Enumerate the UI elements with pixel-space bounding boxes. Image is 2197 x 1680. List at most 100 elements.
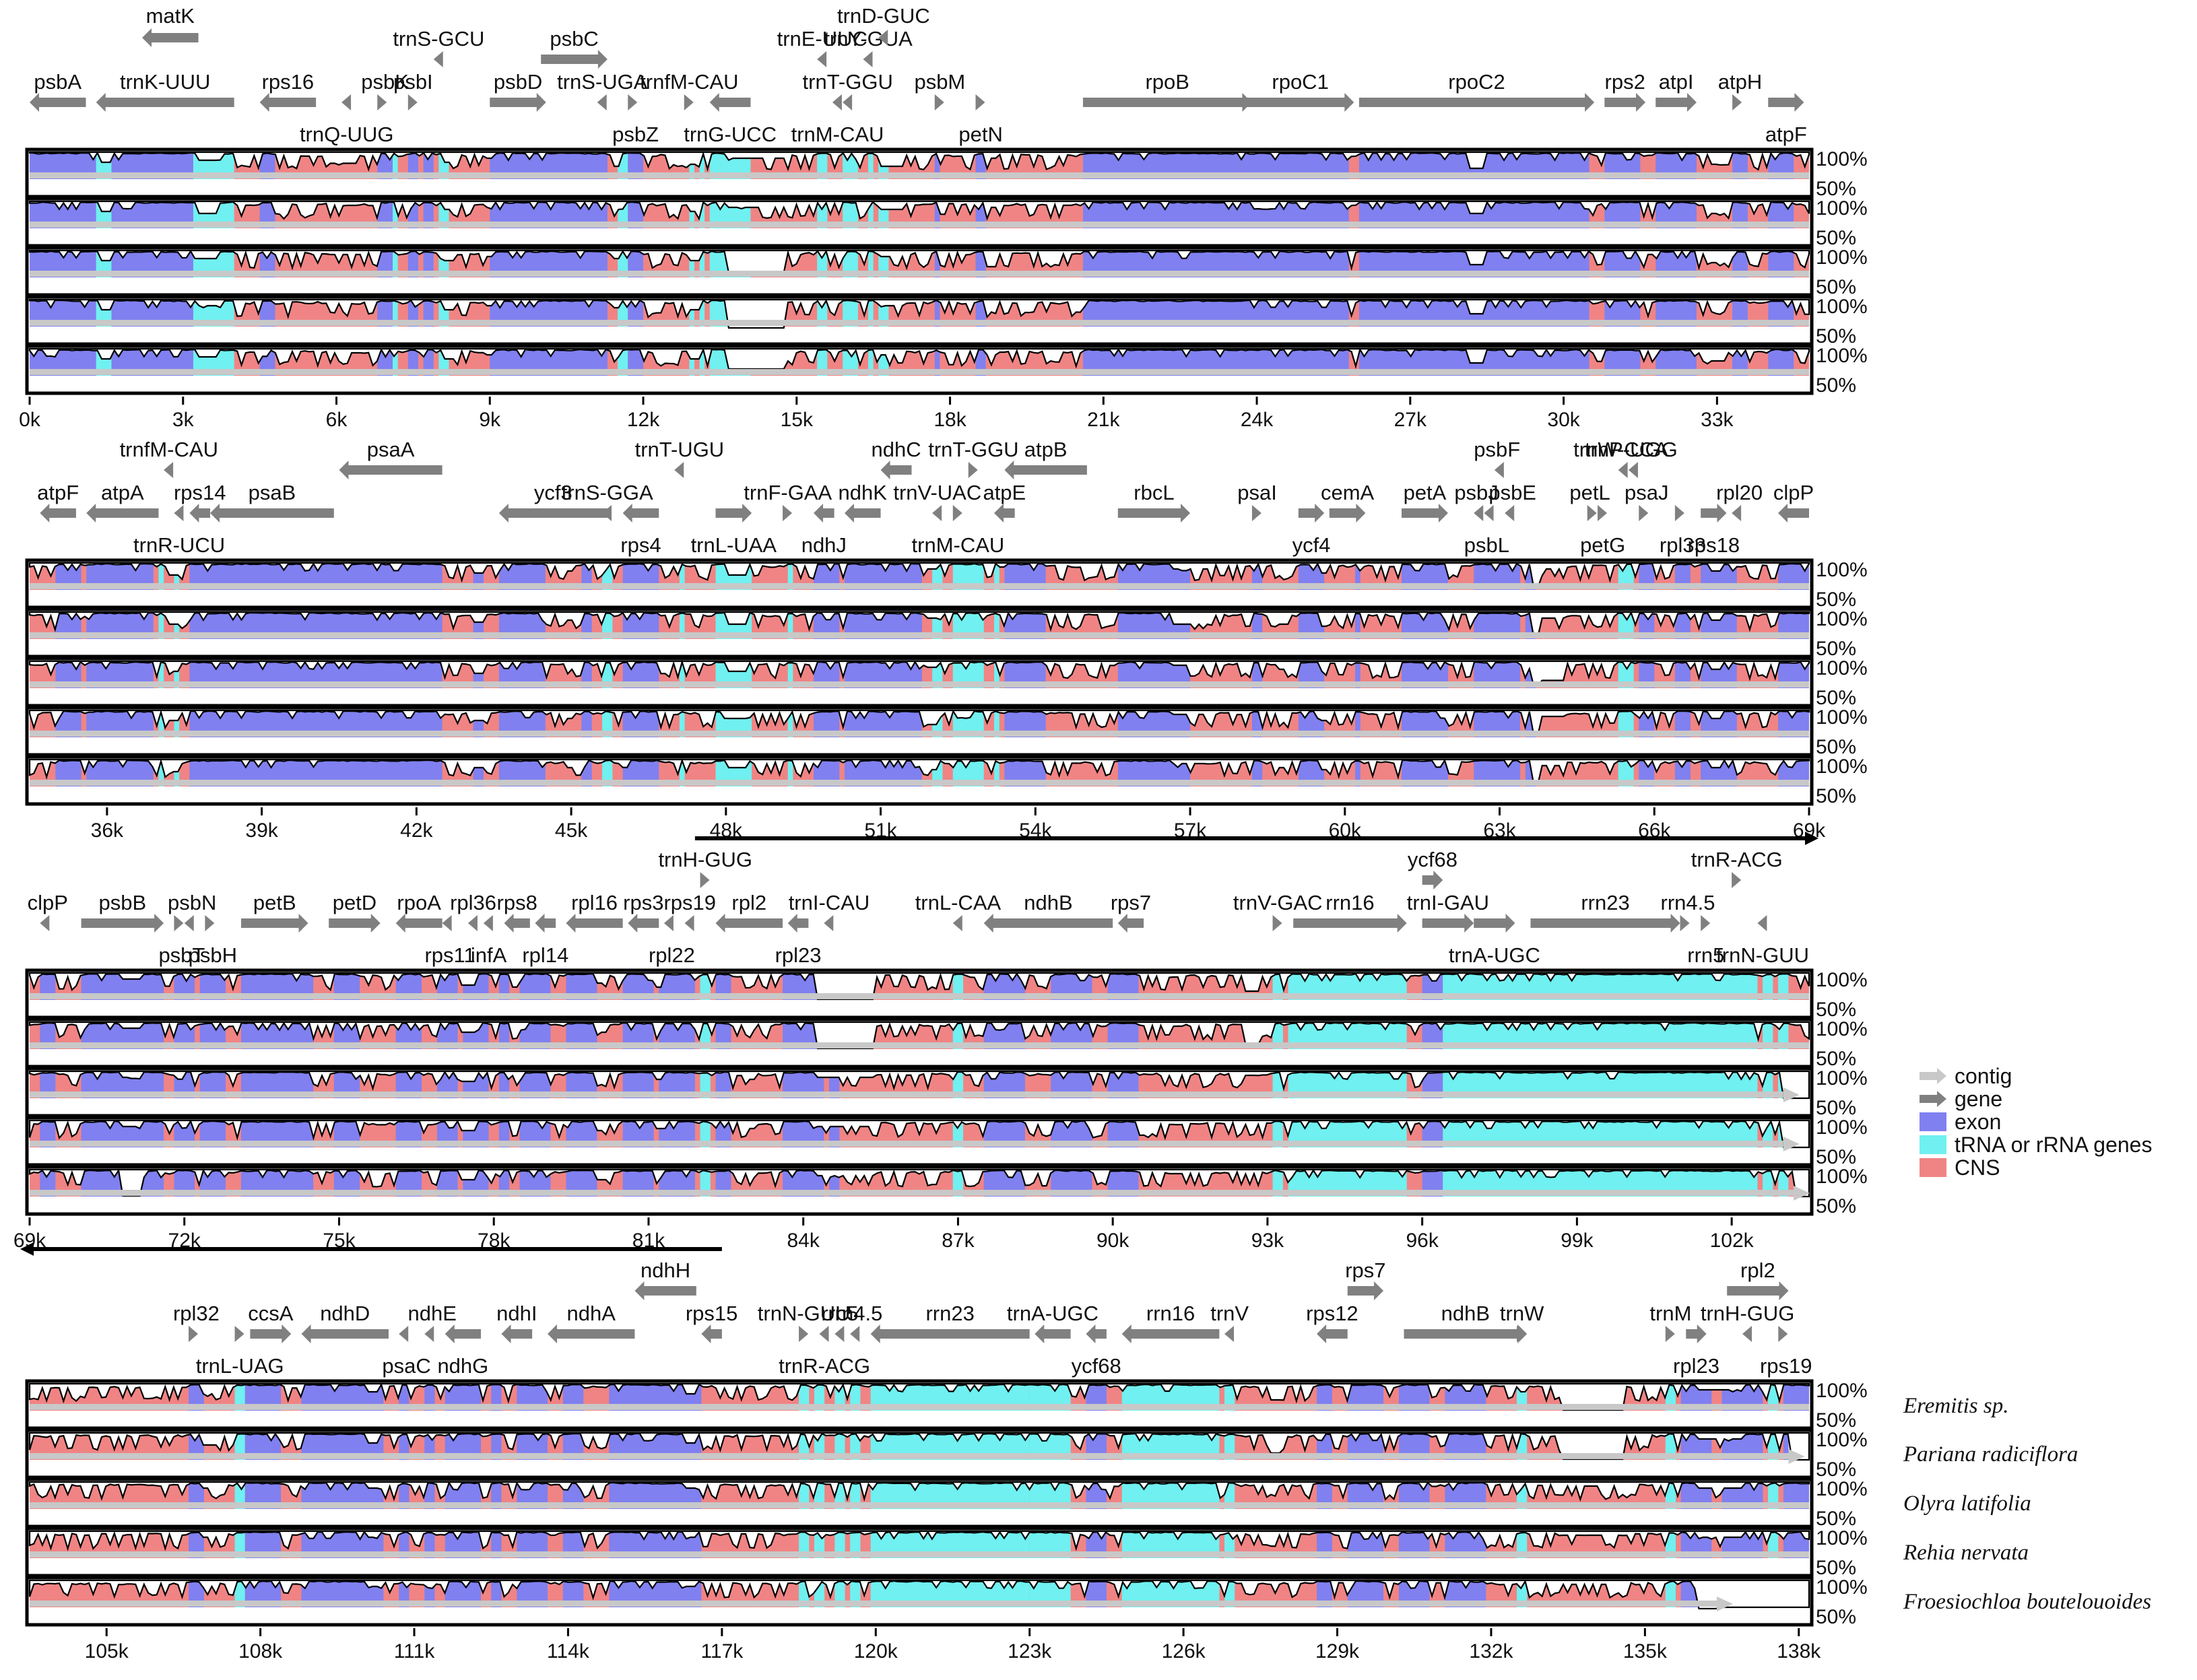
gene-arrow (174, 915, 184, 931)
gene-petB: petB (240, 891, 308, 933)
gene-label: petD (333, 891, 376, 914)
gene-arrow (407, 94, 418, 110)
trna-region (699, 152, 705, 179)
gene-label: ycf4 (1292, 533, 1331, 557)
species-labels: Eremitis sp. Pariana radiciflora Olyra lat… (1903, 1394, 2151, 1614)
trna-region (868, 250, 874, 277)
trna-region (689, 152, 694, 179)
contig-bar (30, 172, 1809, 178)
gene-label: petA (1404, 481, 1447, 504)
contig-bar (30, 1141, 1783, 1147)
gene-label: rps19 (1760, 1354, 1812, 1378)
gene-arrow (983, 914, 1113, 933)
gene-atpA: atpA (86, 481, 159, 523)
gene-trnL-UAG: trnL-UAG (196, 1326, 284, 1378)
gene-trnS-UGA: trnS-UGA (557, 70, 648, 110)
gene-arrow (377, 94, 387, 110)
row-frame (25, 147, 1814, 199)
gene-arrow (1628, 462, 1638, 478)
gene-arrow (142, 28, 199, 47)
gene-trnK-UUU: trnK-UUU (96, 70, 234, 112)
gene-trnfM-CAU: trnfM-CAU (640, 70, 739, 110)
gene-label: ndhH (641, 1258, 690, 1282)
gene-arrow (880, 461, 912, 479)
gene-label: petB (253, 891, 296, 914)
contig-bar (30, 993, 1809, 999)
x-tick-label: 120k (854, 1640, 898, 1662)
gene-trnR-UCU: trnR-UCU (133, 505, 225, 557)
gene-label: rpl16 (571, 891, 618, 914)
gene-psbL: psbL (1464, 505, 1509, 557)
row-frame (25, 706, 1814, 757)
gene-label: rps7 (1111, 891, 1151, 914)
row-frame (25, 1379, 1814, 1430)
gene-label: trnH-GUG (658, 848, 752, 871)
gene-label: rps11 (424, 943, 475, 967)
trna-region (699, 349, 705, 376)
pct-100-label: 100% (1816, 1380, 1868, 1402)
row-frame (25, 968, 1814, 1019)
contig-arrow (1716, 1597, 1733, 1611)
gene-rpl36: rpl36 (450, 891, 496, 931)
x-tick-label: 39k (245, 819, 278, 842)
gene-arrow (628, 94, 638, 110)
gene-label: atpA (101, 481, 144, 504)
gene-label: atpH (1718, 70, 1762, 94)
row-3: 100% 50% (25, 657, 1868, 709)
gene-label: ndhD (320, 1302, 370, 1325)
gene-rps2: rps2 (1604, 70, 1646, 112)
species-label: Pariana radiciflora (1903, 1442, 2078, 1467)
legend-item-cns: CNS (1920, 1155, 2000, 1180)
gene-arrow (1494, 462, 1504, 478)
x-tick-label: 102k (1710, 1230, 1755, 1252)
gene-arrow (1598, 505, 1608, 521)
pct-50-label: 50% (1816, 1195, 1856, 1217)
contig-bar (30, 369, 1809, 375)
legend-arrow-icon (1920, 1091, 1946, 1107)
gene-arrow (1358, 93, 1595, 112)
trna-region (679, 563, 685, 590)
gene-arrow (1655, 93, 1697, 112)
x-tick-label: 0k (19, 409, 41, 431)
gene-label: rpl14 (522, 943, 568, 967)
gene-label: trnS-GGA (562, 481, 653, 504)
gene-ndhJ: ndhJ (801, 504, 847, 557)
exon-region (934, 201, 940, 228)
gene-label: trnI-CAU (789, 891, 870, 914)
pct-50-label: 50% (1816, 736, 1856, 758)
gene-arrow (1732, 94, 1742, 110)
gene-arrow (259, 93, 317, 112)
gene-arrow (1086, 1324, 1107, 1343)
gene-arrow (1674, 505, 1684, 521)
gene-label: atpI (1659, 70, 1694, 94)
row-5: 100% 50% (25, 1165, 1868, 1217)
x-tick-label: 9k (479, 409, 501, 431)
row-frame (25, 197, 1814, 248)
gene-label: trnD-GUC (837, 4, 930, 28)
gene-trnW: trnW (1500, 1302, 1544, 1342)
gene-arrow (715, 504, 752, 523)
gene-infA: infA (471, 915, 507, 967)
row-3: 100% 50% (25, 1477, 1868, 1530)
gene-trnS-GCU: trnS-GCU (393, 27, 484, 67)
gene-rpl20: rpl20 (1716, 481, 1763, 521)
x-tick-label: 15k (781, 409, 814, 431)
conservation-curve (28, 249, 1810, 274)
gene-arrow (1665, 1326, 1675, 1342)
gene-psbE: psbE (1488, 481, 1536, 521)
gene-psbK: psbK (361, 70, 409, 110)
gene-label: trnN-GUU (758, 1302, 851, 1325)
gene-label: rps4 (620, 533, 661, 557)
gene-label: trnL-UAA (691, 533, 777, 557)
gene-label: trnW-CCA (1573, 438, 1668, 461)
pct-100-label: 100% (1816, 969, 1868, 991)
row-4: 100% 50% (25, 1116, 1868, 1168)
gene-trnV: trnV (1210, 1302, 1249, 1342)
gene-label: ndhC (871, 438, 921, 461)
trna-region (158, 760, 164, 786)
gene-label: rpl33 (1660, 533, 1706, 557)
gene-trnD-GUC: trnD-GUC (837, 4, 930, 46)
gene-rrn16: rrn16 (1293, 891, 1407, 933)
conservation-curve (28, 972, 1810, 1001)
gene-arrow (86, 504, 159, 523)
